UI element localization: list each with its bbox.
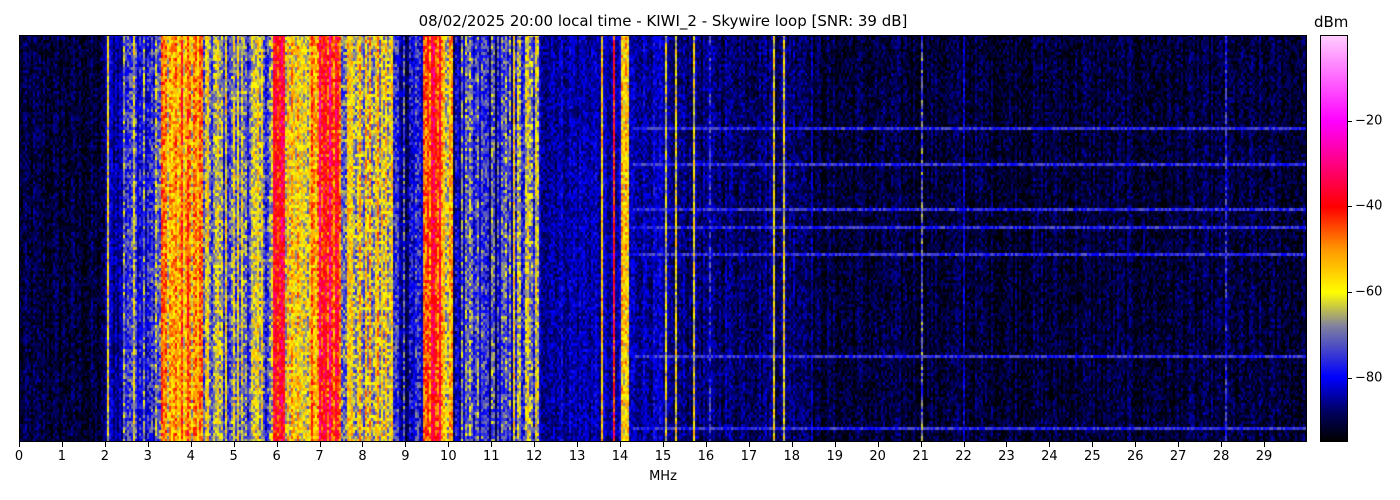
x-tick-label: 22 (955, 449, 972, 464)
x-tick (963, 442, 965, 447)
colorbar-tick (1347, 377, 1352, 379)
x-tick (834, 442, 836, 447)
x-tick-label: 3 (143, 449, 152, 464)
x-tick-label: 0 (14, 449, 24, 464)
x-tick-label: 1 (57, 449, 67, 464)
x-tick (1264, 442, 1266, 447)
x-tick (920, 442, 922, 447)
x-tick-label: 20 (869, 449, 886, 464)
x-tick (620, 442, 622, 447)
colorbar (1320, 35, 1348, 442)
x-tick-label: 5 (229, 449, 238, 464)
colorbar-tick (1347, 120, 1352, 122)
x-tick-label: 15 (654, 449, 672, 464)
x-tick (104, 442, 106, 447)
x-tick-label: 27 (1169, 449, 1187, 464)
x-tick (705, 442, 707, 447)
x-tick (577, 442, 579, 447)
x-tick-label: 10 (440, 449, 457, 464)
x-tick-label: 25 (1084, 449, 1101, 464)
x-tick-label: 21 (912, 449, 929, 464)
x-tick (748, 442, 750, 447)
x-tick-label: 11 (482, 449, 500, 464)
waterfall-heatmap (19, 35, 1307, 442)
x-tick-label: 12 (525, 449, 543, 464)
colorbar-tick-label: −80 (1355, 370, 1383, 386)
x-tick (1049, 442, 1051, 447)
x-tick (147, 442, 149, 447)
x-tick-label: 24 (1041, 449, 1058, 464)
x-tick-label: 4 (186, 449, 195, 464)
x-tick-label: 26 (1126, 449, 1144, 464)
x-tick-label: 8 (358, 449, 367, 464)
x-tick (61, 442, 63, 447)
x-tick (1221, 442, 1223, 447)
colorbar-tick-label: −40 (1355, 198, 1383, 214)
x-tick-label: 6 (272, 449, 281, 464)
x-tick-label: 28 (1212, 449, 1230, 464)
x-tick-label: 23 (998, 449, 1015, 464)
x-tick (233, 442, 235, 447)
x-tick (319, 442, 321, 447)
colorbar-label: dBm (1314, 13, 1349, 31)
x-tick-label: 13 (568, 449, 586, 464)
colorbar-tick (1347, 292, 1352, 294)
colorbar-tick-label: −20 (1355, 113, 1383, 129)
x-tick-label: 19 (826, 449, 843, 464)
x-tick (276, 442, 278, 447)
colorbar-tick (1347, 206, 1352, 208)
colorbar-tick-label: −60 (1355, 284, 1383, 300)
x-tick (663, 442, 664, 447)
x-tick (362, 442, 364, 447)
x-tick (405, 442, 407, 447)
x-tick-label: 7 (315, 449, 324, 464)
x-tick-label: 18 (783, 449, 801, 464)
x-tick (1178, 442, 1180, 447)
plot-frame (19, 35, 1307, 442)
x-tick (491, 442, 493, 447)
x-tick-label: 2 (100, 449, 109, 464)
x-tick (877, 442, 879, 447)
x-tick (534, 442, 536, 447)
x-tick (1092, 442, 1094, 447)
chart-title: 08/02/2025 20:00 local time - KIWI_2 - S… (418, 12, 908, 30)
x-tick (791, 442, 793, 447)
x-tick (19, 442, 20, 447)
x-tick-label: 14 (611, 449, 629, 464)
x-tick (1135, 442, 1137, 447)
x-tick-label: 17 (740, 449, 758, 464)
x-tick (1006, 442, 1008, 447)
x-tick-label: 29 (1255, 449, 1273, 464)
x-axis-label: MHz (649, 469, 677, 484)
x-tick (190, 442, 192, 447)
x-tick-label: 9 (401, 449, 410, 464)
x-tick-label: 16 (697, 449, 715, 464)
x-tick (448, 442, 450, 447)
